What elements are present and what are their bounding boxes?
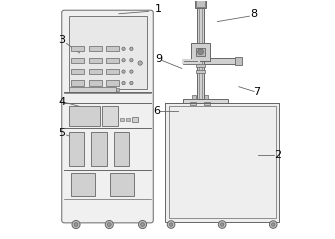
Bar — [89, 46, 102, 51]
Text: 2: 2 — [274, 150, 281, 160]
Bar — [69, 132, 84, 166]
Text: 5: 5 — [58, 128, 65, 138]
Text: 1: 1 — [154, 4, 161, 14]
Circle shape — [272, 223, 275, 226]
Bar — [89, 58, 102, 63]
Bar — [89, 69, 102, 74]
Bar — [191, 43, 210, 61]
Text: 9: 9 — [155, 54, 162, 64]
Bar — [196, 48, 205, 56]
Bar — [102, 106, 118, 126]
Bar — [114, 132, 130, 166]
Circle shape — [122, 81, 125, 85]
Bar — [235, 57, 242, 65]
Circle shape — [141, 223, 144, 226]
Bar — [69, 16, 147, 89]
Circle shape — [122, 59, 125, 62]
Bar — [195, 0, 206, 8]
Text: 4: 4 — [58, 97, 65, 107]
Bar — [183, 99, 228, 103]
Bar — [132, 117, 138, 122]
Bar — [71, 80, 84, 86]
Text: 6: 6 — [153, 106, 160, 116]
Circle shape — [72, 221, 80, 228]
Circle shape — [130, 59, 133, 62]
Text: 3: 3 — [58, 35, 65, 45]
Text: 8: 8 — [251, 9, 258, 19]
Bar — [197, 8, 204, 99]
Bar — [71, 58, 84, 63]
Text: 7: 7 — [253, 87, 260, 97]
Bar — [106, 58, 119, 63]
Bar — [204, 102, 210, 105]
Bar — [204, 58, 237, 64]
Bar — [71, 69, 84, 74]
Bar — [71, 46, 84, 51]
Bar — [111, 173, 134, 196]
Circle shape — [130, 70, 133, 73]
Circle shape — [167, 221, 175, 228]
Bar — [183, 59, 198, 64]
Bar — [89, 80, 102, 86]
Bar — [91, 132, 107, 166]
Bar — [71, 173, 95, 196]
Bar — [190, 102, 196, 105]
Bar — [192, 95, 196, 99]
Circle shape — [122, 70, 125, 73]
Bar — [196, 71, 205, 73]
Bar — [69, 106, 100, 126]
Bar — [169, 106, 276, 218]
Circle shape — [108, 223, 111, 226]
Bar — [106, 69, 119, 74]
Circle shape — [198, 49, 203, 55]
Bar — [126, 118, 130, 121]
Circle shape — [122, 47, 125, 50]
Bar — [204, 95, 208, 99]
Circle shape — [269, 221, 277, 228]
Bar — [120, 118, 124, 121]
Circle shape — [138, 221, 147, 228]
Circle shape — [220, 223, 224, 226]
Bar — [165, 103, 279, 222]
Bar — [106, 80, 119, 86]
Circle shape — [130, 47, 133, 50]
Bar — [196, 64, 205, 67]
Bar — [106, 46, 119, 51]
Bar — [69, 87, 117, 92]
Circle shape — [105, 221, 113, 228]
Circle shape — [130, 81, 133, 85]
Bar — [117, 88, 119, 91]
FancyBboxPatch shape — [62, 10, 153, 223]
Bar — [196, 0, 205, 7]
Circle shape — [170, 223, 173, 226]
Circle shape — [218, 221, 226, 228]
Circle shape — [138, 61, 142, 65]
Circle shape — [74, 223, 78, 226]
